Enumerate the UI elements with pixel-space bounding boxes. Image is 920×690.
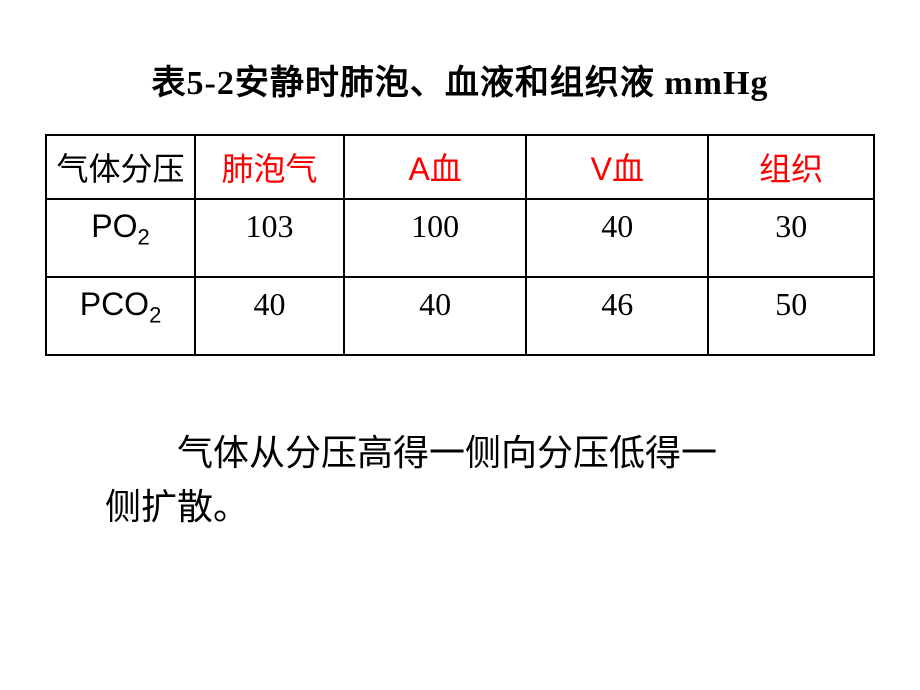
cell-value: 30 — [708, 199, 874, 277]
body-text: 气体从分压高得一侧向分压低得一 侧扩散。 — [0, 356, 920, 534]
body-line-2: 侧扩散。 — [105, 487, 249, 527]
table-container: 气体分压 肺泡气 A血 V血 组织 PO2 103 100 40 30 PCO2… — [0, 134, 920, 356]
data-table: 气体分压 肺泡气 A血 V血 组织 PO2 103 100 40 30 PCO2… — [45, 134, 875, 356]
cell-value: 103 — [195, 199, 344, 277]
table-row: PCO2 40 40 46 50 — [46, 277, 874, 355]
cell-value: 100 — [344, 199, 526, 277]
header-tissue: 组织 — [708, 135, 874, 199]
table-title: 表5-2安静时肺泡、血液和组织液 mmHg — [0, 0, 920, 134]
table-row: PO2 103 100 40 30 — [46, 199, 874, 277]
cell-value: 40 — [344, 277, 526, 355]
row-label-po2: PO2 — [46, 199, 195, 277]
cell-value: 40 — [195, 277, 344, 355]
cell-value: 46 — [526, 277, 708, 355]
header-gas-pressure: 气体分压 — [46, 135, 195, 199]
body-line-1: 气体从分压高得一侧向分压低得一 — [177, 433, 717, 473]
header-alveolar: 肺泡气 — [195, 135, 344, 199]
cell-value: 40 — [526, 199, 708, 277]
table-header-row: 气体分压 肺泡气 A血 V血 组织 — [46, 135, 874, 199]
cell-value: 50 — [708, 277, 874, 355]
header-a-blood: A血 — [344, 135, 526, 199]
header-v-blood: V血 — [526, 135, 708, 199]
row-label-pco2: PCO2 — [46, 277, 195, 355]
